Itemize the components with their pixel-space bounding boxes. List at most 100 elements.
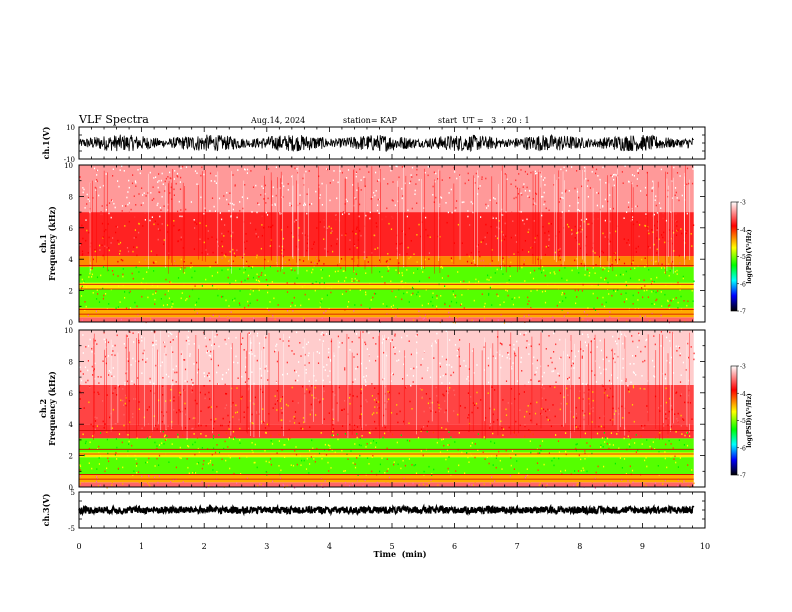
spectrogram-speck bbox=[445, 330, 447, 332]
spectrogram-speck bbox=[598, 310, 600, 313]
spectrogram-speck bbox=[298, 361, 300, 363]
spectrogram-speck bbox=[213, 485, 215, 488]
spectrogram-speck bbox=[180, 258, 182, 261]
spectrogram-speck bbox=[580, 470, 582, 472]
spectrogram-speck bbox=[285, 403, 288, 406]
spectrogram-speck bbox=[563, 227, 565, 229]
spectrogram-speck bbox=[668, 417, 670, 420]
spectrogram-speck bbox=[367, 261, 369, 263]
spectrogram-speck bbox=[536, 289, 538, 292]
spectrogram-speck bbox=[207, 462, 209, 465]
spectrogram-speck bbox=[686, 432, 688, 434]
spectrogram-speck bbox=[428, 276, 430, 279]
spectrogram-speck bbox=[602, 385, 604, 388]
spectrogram-speck bbox=[118, 243, 120, 245]
spectrogram-speck bbox=[376, 209, 379, 212]
spectrogram-speck bbox=[687, 464, 689, 466]
spectrogram-speck bbox=[569, 205, 571, 207]
spectrogram-speck bbox=[265, 279, 268, 281]
spectrogram-speck bbox=[665, 401, 667, 404]
spectrogram-speck bbox=[110, 242, 112, 244]
spectrogram-speck bbox=[163, 415, 165, 417]
spectrogram-speck bbox=[459, 174, 461, 176]
spectrogram-speck bbox=[681, 481, 683, 483]
spectrogram-speck bbox=[661, 305, 663, 307]
spectrogram-speck bbox=[454, 296, 456, 299]
spectrogram-speck bbox=[383, 414, 385, 417]
spectrogram-speck bbox=[126, 380, 129, 383]
spectrogram-speck bbox=[484, 458, 486, 460]
spectrogram-speck bbox=[339, 170, 341, 172]
spectrogram-speck bbox=[662, 372, 664, 375]
spectrogram-speck bbox=[123, 413, 125, 416]
spectrogram-speck bbox=[497, 295, 499, 297]
spectrogram-speck bbox=[498, 220, 500, 222]
spectrogram-speck bbox=[251, 353, 253, 355]
spectrogram-speck bbox=[609, 387, 611, 390]
spectrogram-speck bbox=[625, 270, 627, 273]
spectrogram-speck bbox=[94, 339, 96, 342]
spectrogram-speck bbox=[177, 175, 179, 178]
spectrogram-speck bbox=[552, 404, 554, 406]
spectrogram-speck bbox=[473, 372, 475, 374]
spectrogram-speck bbox=[141, 336, 143, 339]
spectrogram-speck bbox=[402, 378, 404, 380]
spectrogram-speck bbox=[441, 382, 443, 384]
spectrogram-speck bbox=[362, 485, 364, 487]
spectrogram-speck bbox=[511, 211, 513, 214]
spectrogram-speck bbox=[106, 467, 108, 470]
spectrogram-speck bbox=[686, 212, 688, 215]
spectrogram-speck bbox=[200, 424, 202, 427]
spectrogram-speck bbox=[584, 450, 586, 452]
spectrogram-speck bbox=[526, 340, 528, 342]
spectrogram-speck bbox=[138, 401, 140, 403]
spectrogram-speck bbox=[274, 203, 276, 205]
spectrogram-speck bbox=[136, 246, 138, 249]
spectrogram-speck bbox=[169, 341, 172, 343]
spectrogram-speck bbox=[505, 414, 508, 416]
spectrogram-speck bbox=[356, 189, 358, 191]
spectrogram-speck bbox=[248, 265, 250, 268]
spectrogram-speck bbox=[396, 165, 398, 168]
spectrogram-speck bbox=[275, 381, 277, 384]
spectrogram-speck bbox=[665, 417, 667, 420]
spectrogram-speck bbox=[418, 223, 420, 226]
spectrogram-speck bbox=[299, 455, 302, 457]
spectrogram-speck bbox=[615, 290, 617, 293]
spectrogram-speck bbox=[648, 268, 650, 271]
spectrogram-speck bbox=[561, 277, 563, 280]
spectrogram-speck bbox=[481, 293, 483, 295]
spectrogram-speck bbox=[336, 197, 338, 200]
spectrogram-speck bbox=[135, 266, 137, 269]
spectrogram-speck bbox=[372, 337, 374, 339]
spectrogram-speck bbox=[492, 432, 494, 435]
spectrogram-speck bbox=[384, 426, 386, 429]
spectrogram-speck bbox=[575, 447, 577, 450]
spectrogram-speck bbox=[432, 292, 434, 295]
spectrogram-speck bbox=[246, 172, 248, 174]
spectrogram-speck bbox=[229, 264, 231, 266]
spectrogram-speck bbox=[320, 268, 322, 271]
spectrogram-speck bbox=[541, 440, 544, 442]
spectrogram-speck bbox=[312, 268, 314, 271]
spectrogram-speck bbox=[134, 216, 136, 218]
spectrogram-speck bbox=[371, 196, 374, 198]
spectrogram-speck bbox=[444, 285, 446, 287]
spectrogram-speck bbox=[567, 312, 569, 314]
spectrogram-speck bbox=[282, 483, 284, 486]
spectrogram-speck bbox=[488, 279, 490, 281]
spectrogram-speck bbox=[477, 175, 479, 178]
spectrogram-speck bbox=[332, 430, 334, 433]
spectrogram-speck bbox=[242, 256, 244, 259]
spectrogram-speck bbox=[444, 303, 446, 306]
spectrogram-speck bbox=[228, 203, 230, 206]
spectrogram-speck bbox=[495, 457, 497, 459]
spectrogram-speck bbox=[79, 465, 82, 468]
spectrogram-speck bbox=[408, 227, 410, 230]
spectrogram-speck bbox=[295, 453, 298, 456]
spectrogram-speck bbox=[595, 381, 597, 383]
spectrogram-speck bbox=[586, 314, 588, 316]
spectrogram-speck bbox=[331, 230, 333, 232]
spectrogram-speck bbox=[102, 184, 104, 187]
spectrogram-speck bbox=[571, 166, 573, 168]
